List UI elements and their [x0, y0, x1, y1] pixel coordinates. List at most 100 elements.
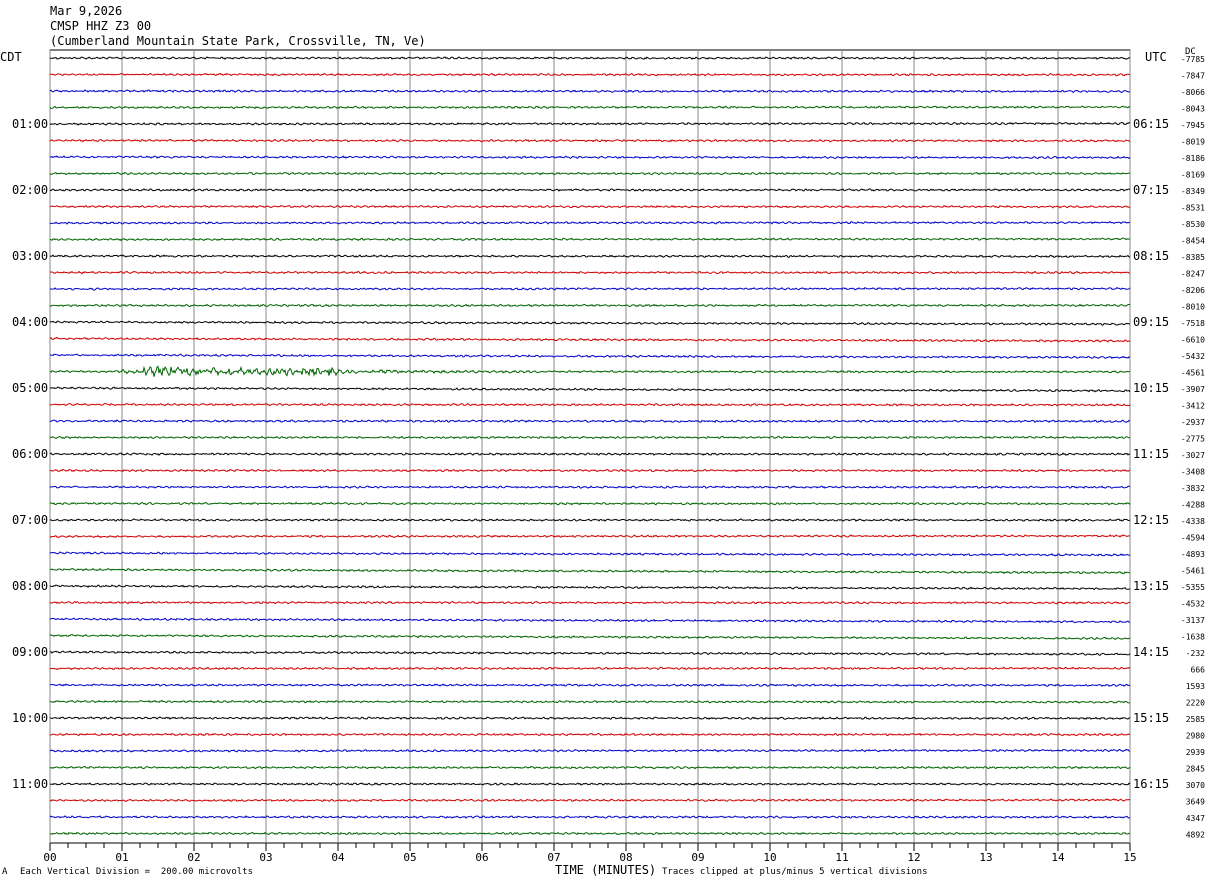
dc-offset-label: 2845 — [1186, 765, 1205, 774]
dc-offset-label: -2937 — [1181, 418, 1205, 427]
dc-offset-label: -3907 — [1181, 385, 1205, 394]
seismic-trace — [49, 468, 1131, 473]
seismic-trace — [49, 600, 1131, 605]
seismic-trace — [49, 435, 1131, 440]
dc-offset-label: -8531 — [1181, 204, 1205, 213]
seismic-trace — [49, 815, 1131, 819]
seismic-trace — [49, 584, 1131, 591]
dc-offset-label: 2585 — [1186, 715, 1205, 724]
dc-offset-label: -4288 — [1181, 501, 1205, 510]
dc-offset-label: -4532 — [1181, 600, 1205, 609]
footer-mark: A — [2, 867, 8, 877]
dc-offset-label: -8206 — [1181, 286, 1205, 295]
dc-offset-label: -7518 — [1181, 319, 1205, 328]
clip-note: Traces clipped at plus/minus 5 vertical … — [662, 867, 928, 877]
seismic-trace — [49, 336, 1131, 343]
x-axis-label: TIME (MINUTES) — [555, 863, 657, 877]
seismic-trace — [49, 666, 1131, 671]
dc-offset-label: -3412 — [1181, 402, 1205, 411]
dc-offset-label: -8010 — [1181, 303, 1205, 312]
dc-offset-label: -8247 — [1181, 270, 1205, 279]
seismic-trace — [49, 237, 1130, 242]
seismic-trace — [49, 831, 1131, 836]
seismic-trace — [49, 204, 1131, 209]
dc-offset-label: -2775 — [1181, 435, 1205, 444]
cdt-hour-label: 01:00 — [12, 117, 48, 131]
seismic-trace — [49, 518, 1131, 523]
seismic-trace — [49, 699, 1131, 704]
seismic-trace — [49, 402, 1131, 407]
utc-hour-label: 10:15 — [1133, 381, 1169, 395]
seismic-trace — [49, 798, 1130, 803]
dc-offset-label: -8349 — [1181, 187, 1205, 196]
cdt-hour-label: 11:00 — [12, 777, 48, 791]
seismic-trace — [49, 188, 1131, 192]
seismic-trace — [49, 138, 1131, 143]
seismic-trace — [49, 765, 1131, 770]
cdt-hour-label: 09:00 — [12, 645, 48, 659]
dc-offset-label: -5432 — [1181, 352, 1205, 361]
cdt-hour-label: 10:00 — [12, 711, 48, 725]
dc-offset-label: -3027 — [1181, 451, 1205, 460]
dc-offset-label: 666 — [1191, 666, 1206, 675]
cdt-hour-label: 02:00 — [12, 183, 48, 197]
dc-offset-label: -3832 — [1181, 484, 1205, 493]
utc-hour-label: 16:15 — [1133, 777, 1169, 791]
x-tick-label: 14 — [1051, 851, 1065, 864]
seismic-trace — [49, 365, 1131, 377]
dc-offset-label: 2220 — [1186, 699, 1205, 708]
seismic-trace — [49, 220, 1131, 225]
utc-hour-label: 14:15 — [1133, 645, 1169, 659]
seismic-trace — [49, 617, 1131, 624]
dc-offset-label: -8019 — [1181, 138, 1205, 147]
seismic-trace — [49, 567, 1131, 575]
seismic-trace — [49, 419, 1131, 424]
seismic-trace — [49, 732, 1131, 737]
x-tick-label: 08 — [619, 851, 632, 864]
x-tick-label: 10 — [763, 851, 776, 864]
dc-offset-label: 2980 — [1186, 732, 1205, 741]
seismic-trace — [49, 551, 1131, 557]
utc-hour-label: 07:15 — [1133, 183, 1169, 197]
seismic-trace — [49, 320, 1131, 326]
utc-hour-label: 08:15 — [1133, 249, 1169, 263]
x-tick-label: 03 — [259, 851, 272, 864]
dc-offset-label: -7945 — [1181, 121, 1205, 130]
x-tick-label: 12 — [907, 851, 920, 864]
seismic-trace — [49, 270, 1131, 275]
dc-offset-label: -7847 — [1181, 72, 1205, 81]
seismic-trace — [49, 534, 1131, 539]
dc-offset-label: 3649 — [1186, 798, 1205, 807]
seismic-trace — [49, 386, 1131, 393]
utc-hour-label: 13:15 — [1133, 579, 1169, 593]
dc-offset-label: -5355 — [1181, 583, 1205, 592]
dc-offset-label: -232 — [1186, 649, 1205, 658]
right-timezone-label: UTC — [1145, 50, 1167, 64]
dc-offset-label: -1638 — [1181, 633, 1205, 642]
dc-offset-label: -6610 — [1181, 336, 1205, 345]
seismic-trace — [49, 485, 1131, 489]
dc-offset-label: 4347 — [1186, 814, 1205, 823]
x-tick-label: 13 — [979, 851, 992, 864]
seismic-trace — [49, 683, 1131, 688]
dc-offset-label: -8043 — [1181, 105, 1205, 114]
dc-offset-label: -4561 — [1181, 369, 1205, 378]
dc-offset-label: -7785 — [1181, 55, 1205, 64]
plot-date: Mar 9,2026 — [50, 4, 123, 18]
dc-offset-label: -8066 — [1181, 88, 1205, 97]
dc-offset-label: -8454 — [1181, 237, 1205, 246]
cdt-hour-label: 07:00 — [12, 513, 48, 527]
cdt-hour-label: 03:00 — [12, 249, 48, 263]
x-tick-label: 05 — [403, 851, 416, 864]
seismic-trace — [49, 748, 1131, 753]
dc-offset-label: -8169 — [1181, 171, 1205, 180]
left-timezone-label: CDT — [0, 50, 22, 64]
dc-offset-label: 2939 — [1186, 748, 1205, 757]
cdt-hour-label: 05:00 — [12, 381, 48, 395]
dc-offset-label: -5461 — [1181, 567, 1205, 576]
seismic-trace — [49, 56, 1131, 60]
x-tick-label: 02 — [187, 851, 200, 864]
dc-offset-label: -8530 — [1181, 220, 1205, 229]
seismic-trace — [50, 716, 1131, 721]
